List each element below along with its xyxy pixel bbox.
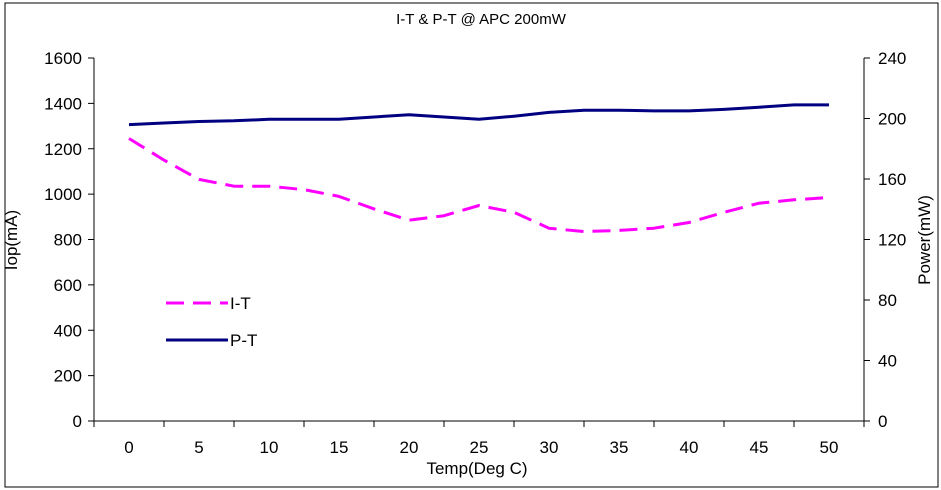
right-tick-label: 80 xyxy=(878,291,897,310)
x-tick-label: 35 xyxy=(610,438,629,457)
legend-label-i-t: I-T xyxy=(230,294,251,313)
left-tick-label: 1200 xyxy=(44,140,82,159)
left-tick-label: 800 xyxy=(54,231,82,250)
right-tick-label: 0 xyxy=(878,412,887,431)
x-tick-label: 10 xyxy=(260,438,279,457)
left-tick-label: 600 xyxy=(54,276,82,295)
left-tick-label: 0 xyxy=(73,412,82,431)
y-axis-label: Iop(mA) xyxy=(2,210,21,270)
x-tick-label: 45 xyxy=(750,438,769,457)
left-tick-label: 1000 xyxy=(44,185,82,204)
y2-axis-label: Power(mW) xyxy=(915,195,934,285)
x-tick-label: 30 xyxy=(540,438,559,457)
legend-label-p-t: P-T xyxy=(230,331,257,350)
x-tick-label: 20 xyxy=(400,438,419,457)
left-tick-label: 400 xyxy=(54,321,82,340)
left-tick-label: 1600 xyxy=(44,49,82,68)
x-tick-label: 0 xyxy=(124,438,133,457)
left-tick-label: 1400 xyxy=(44,94,82,113)
x-tick-label: 50 xyxy=(820,438,839,457)
chart-border xyxy=(5,3,938,487)
right-tick-label: 160 xyxy=(878,170,906,189)
x-axis-label: Temp(Deg C) xyxy=(426,459,527,478)
right-tick-label: 120 xyxy=(878,231,906,250)
right-tick-label: 240 xyxy=(878,49,906,68)
x-tick-label: 25 xyxy=(470,438,489,457)
right-tick-label: 40 xyxy=(878,352,897,371)
x-tick-label: 15 xyxy=(330,438,349,457)
chart-title: I-T & P-T @ APC 200mW xyxy=(396,11,567,28)
x-tick-label: 5 xyxy=(194,438,203,457)
right-tick-label: 200 xyxy=(878,110,906,129)
left-tick-label: 200 xyxy=(54,367,82,386)
x-tick-label: 40 xyxy=(680,438,699,457)
